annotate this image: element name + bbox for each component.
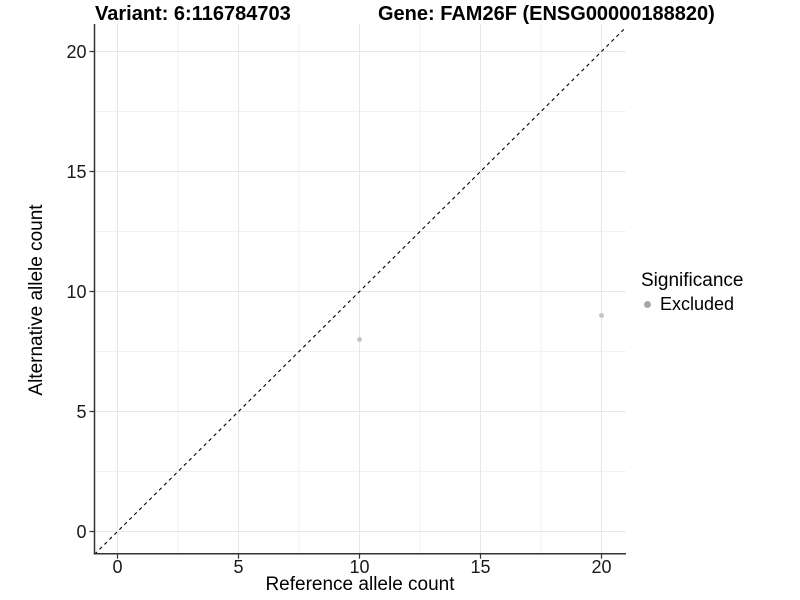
legend: Significance Excluded — [640, 270, 798, 315]
data-point — [357, 337, 362, 342]
y-tick-label: 10 — [66, 282, 86, 302]
y-tick-label: 5 — [76, 402, 86, 422]
data-point — [599, 313, 604, 318]
y-tick-label: 15 — [66, 162, 86, 182]
gene-title: Gene: FAM26F (ENSG00000188820) — [378, 3, 715, 25]
variant-title: Variant: 6:116784703 — [95, 3, 291, 25]
x-tick-label: 10 — [349, 557, 369, 577]
y-tick-label: 20 — [66, 42, 86, 62]
identity-reference-line — [94, 27, 627, 555]
x-tick-label: 20 — [591, 557, 611, 577]
y-tick-label: 0 — [76, 522, 86, 542]
legend-title: Significance — [641, 270, 744, 291]
legend-item-label: Excluded — [660, 294, 735, 314]
x-tick-label: 5 — [233, 557, 243, 577]
x-axis-title: Reference allele count — [265, 574, 455, 595]
x-tick-label: 15 — [470, 557, 490, 577]
y-axis-title: Alternative allele count — [26, 204, 47, 396]
x-tick-label: 0 — [112, 557, 122, 577]
legend-items: Excluded — [640, 294, 798, 315]
legend-point-icon — [644, 301, 651, 308]
legend-item: Excluded — [640, 294, 798, 315]
